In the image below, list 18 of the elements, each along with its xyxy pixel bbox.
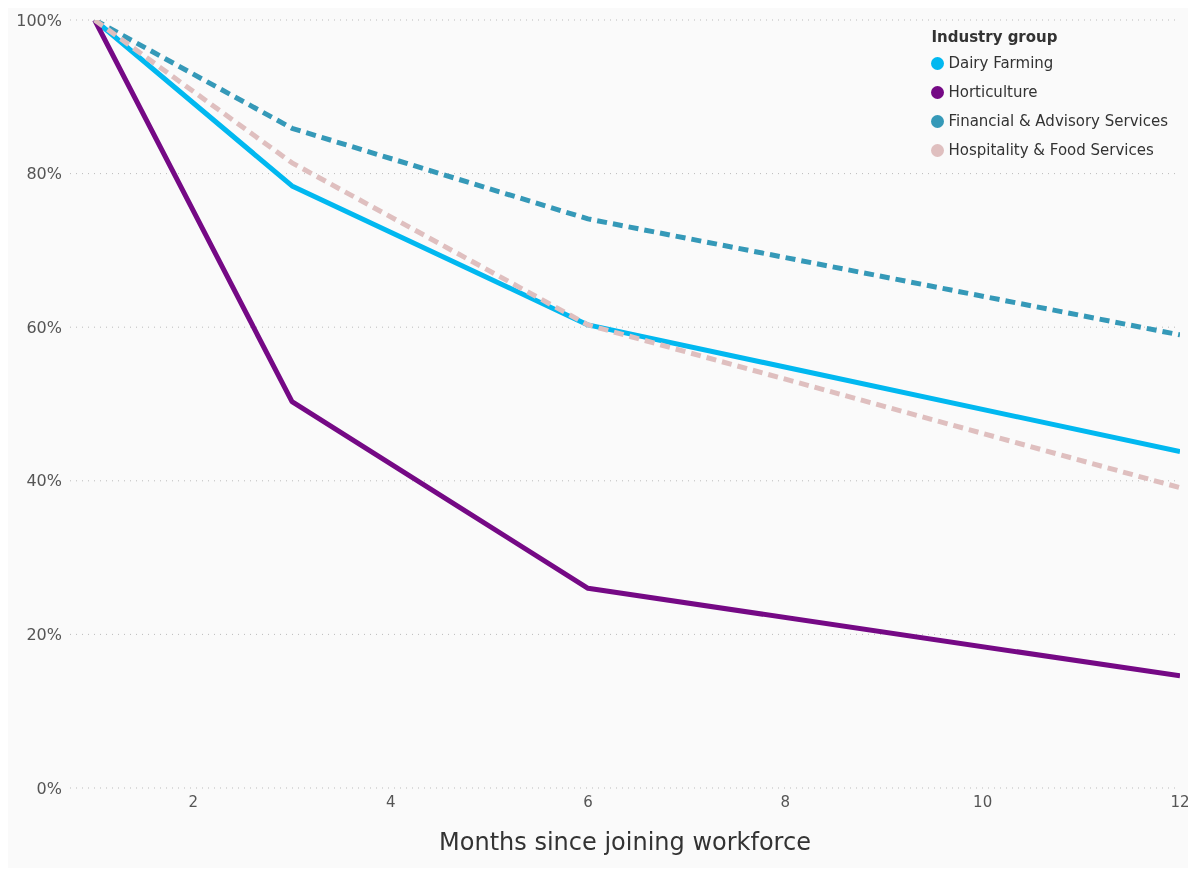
legend-label: Financial & Advisory Services: [948, 112, 1168, 130]
x-tick-label: 2: [188, 792, 199, 811]
legend-label: Hospitality & Food Services: [948, 141, 1154, 159]
y-tick-label: 40%: [26, 471, 62, 491]
legend-label: Horticulture: [948, 83, 1038, 101]
x-axis-title: Months since joining workforce: [439, 828, 811, 856]
y-tick-label: 20%: [26, 625, 62, 645]
y-tick-label: 80%: [26, 164, 62, 184]
y-tick-label: 100%: [16, 10, 62, 30]
y-tick-label: 60%: [26, 317, 62, 337]
x-tick-label: 10: [973, 792, 993, 811]
x-tick-label: 6: [583, 792, 593, 811]
x-tick-label: 12: [1170, 792, 1190, 811]
legend-label: Dairy Farming: [948, 54, 1054, 72]
legend-title: Industry group: [931, 28, 1059, 46]
y-tick-label: 0%: [36, 778, 62, 798]
x-tick-label: 4: [385, 792, 396, 811]
x-tick-label: 8: [780, 792, 791, 811]
